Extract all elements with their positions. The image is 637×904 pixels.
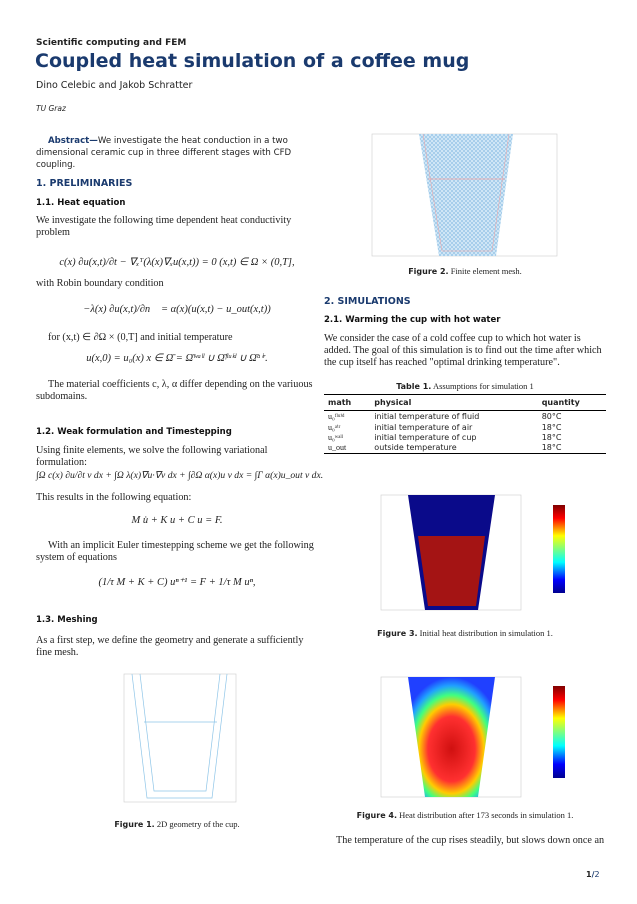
page-title: Coupled heat simulation of a coffee mug: [35, 50, 470, 72]
figure-1-caption: Figure 1. 2D geometry of the cup.: [114, 819, 240, 829]
abstract-text: We investigate the heat conduction in a …: [36, 136, 292, 170]
table-row: u₀ʷᵃˡˡ initial temperature of cup 18°C: [328, 432, 562, 442]
assumptions-table: math physical quantity u₀ᶠˡᵘⁱᵈ initial te…: [324, 394, 606, 454]
equation-system: M u̇ + K u + C u = F.: [131, 515, 223, 526]
table-row: u₀ᶠˡᵘⁱᵈ initial temperature of fluid 80°C: [328, 411, 562, 421]
paragraph: With an implicit Euler timestepping sche…: [36, 540, 314, 563]
table-1-caption: Table 1. Assumptions for simulation 1: [396, 381, 534, 391]
section-preliminaries: 1. PRELIMINARIES: [36, 178, 133, 189]
table-row: u₀ᵃⁱʳ initial temperature of air 18°C: [328, 422, 562, 432]
paragraph: for (x,t) ∈ ∂Ω × (0,T] and initial tempe…: [48, 332, 233, 343]
column-header: math: [328, 398, 352, 407]
subsection-heat-equation: 1.1. Heat equation: [36, 198, 126, 208]
equation-euler: (1/τ M + K + C) uⁿ⁺¹ = F + 1/τ M uⁿ,: [98, 577, 256, 588]
column-header: quantity: [541, 398, 580, 407]
abstract: Abstract—We investigate the heat conduct…: [36, 135, 321, 171]
page-number: 1/2: [586, 870, 600, 879]
subsection-meshing: 1.3. Meshing: [36, 615, 98, 625]
figure-4-heat-plot: [380, 676, 565, 798]
paragraph: We investigate the following time depend…: [36, 215, 292, 238]
figure-2-caption: Figure 2. Finite element mesh.: [408, 266, 522, 276]
section-simulations: 2. SIMULATIONS: [324, 296, 411, 307]
next-page-link[interactable]: 2: [594, 870, 600, 879]
figure-2-mesh-plot: [371, 133, 558, 257]
figure-3-heat-plot: [380, 494, 565, 611]
paragraph: The temperature of the cup rises steadil…: [336, 835, 605, 846]
paragraph: Using finite elements, we solve the foll…: [36, 445, 268, 468]
subsection-weak-formulation: 1.2. Weak formulation and Timestepping: [36, 427, 232, 437]
equation-initial: u(x,0) = u₀(x) x ∈ Ω̄ = Ω̄ʷᵃˡˡ ∪ Ω̄ᶠˡᵘⁱᵈ…: [86, 353, 268, 364]
authors: Dino Celebic and Jakob Schratter: [36, 80, 193, 91]
paragraph: with Robin boundary condition: [36, 278, 164, 289]
column-header: physical: [374, 398, 412, 407]
paragraph: The material coefficients c, λ, α differ…: [36, 379, 313, 402]
paragraph: We consider the case of a cold coffee cu…: [324, 333, 602, 368]
table-row: u_out outside temperature 18°C: [328, 442, 562, 452]
paragraph: As a first step, we define the geometry …: [36, 635, 304, 658]
equation-heat: c(x) ∂u(x,t)/∂t − ∇ₓᵀ(λ(x)∇ₓu(x,t)) = 0 …: [59, 257, 295, 268]
figure-3-caption: Figure 3. Initial heat distribution in s…: [377, 628, 553, 638]
journal-name: Scientific computing and FEM: [36, 38, 187, 48]
figure-4-caption: Figure 4. Heat distribution after 173 se…: [356, 810, 574, 820]
equation-robin: −λ(x) ∂u(x,t)/∂n⃗ = α(x)(u(x,t) − u_out(…: [83, 304, 271, 315]
equation-variational: ∫Ω c(x) ∂u/∂t v dx + ∫Ω λ(x)∇u·∇v dx + ∫…: [36, 470, 324, 481]
subsection-warming: 2.1. Warming the cup with hot water: [324, 315, 501, 325]
abstract-label: Abstract—: [48, 136, 98, 146]
paragraph: This results in the following equation:: [36, 492, 192, 503]
affiliation: TU Graz: [36, 104, 66, 113]
figure-1-geometry-plot: [123, 673, 237, 803]
